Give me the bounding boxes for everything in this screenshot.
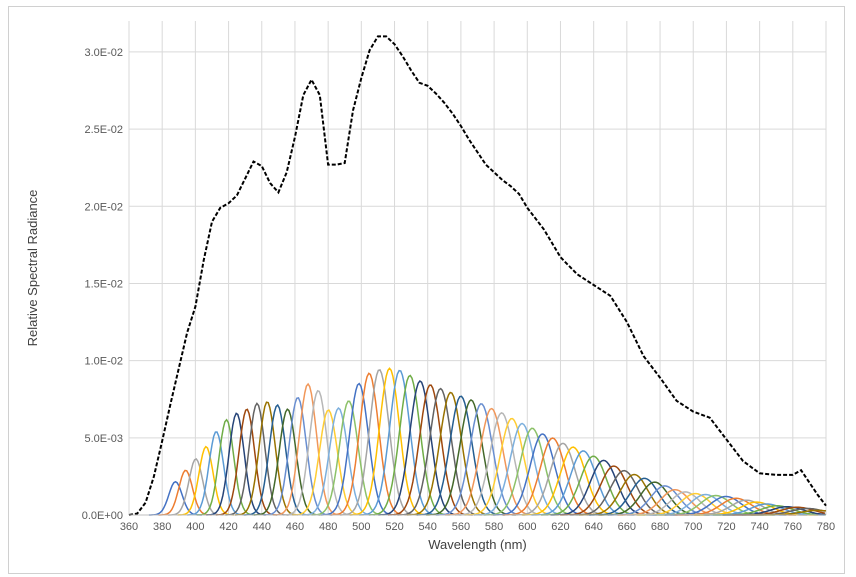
narrowband-curve bbox=[531, 450, 635, 516]
narrowband-curve bbox=[483, 427, 580, 516]
narrowband-curve bbox=[263, 397, 332, 516]
total-spectrum-layer bbox=[128, 35, 827, 516]
narrowband-curve bbox=[378, 379, 462, 516]
narrowband-curve bbox=[282, 389, 353, 516]
narrowband-curve bbox=[244, 403, 310, 516]
narrowband-curve bbox=[416, 395, 505, 516]
narrowband-curve bbox=[387, 384, 473, 516]
total-spectrum-line bbox=[128, 35, 827, 516]
narrowband-curve bbox=[349, 367, 430, 516]
y-tick-label: 1.0E-02 bbox=[84, 356, 123, 368]
x-tick-label: 540 bbox=[419, 521, 437, 533]
y-tick-label: 3.0E-02 bbox=[84, 47, 123, 59]
spectral-radiance-chart: 360 380 400 420 440 460 480 500 520 540 560 580 600 6… bbox=[25, 21, 835, 552]
x-tick-label: 420 bbox=[219, 521, 237, 533]
narrowband-curve bbox=[493, 433, 592, 516]
x-tick-label: 700 bbox=[684, 521, 702, 533]
x-tick-label: 620 bbox=[551, 521, 569, 533]
narrowband-curve bbox=[234, 401, 299, 516]
y-tick-label: 2.5E-02 bbox=[84, 124, 123, 136]
y-tick-label: 2.0E-02 bbox=[84, 201, 123, 213]
narrowband-curve bbox=[464, 417, 560, 516]
grid-layer bbox=[128, 21, 827, 515]
x-tick-label: 780 bbox=[817, 521, 835, 533]
x-tick-label: 660 bbox=[618, 521, 636, 533]
chart-frame: 360 380 400 420 440 460 480 500 520 540 560 580 600 6… bbox=[8, 6, 845, 574]
x-tick-label: 760 bbox=[784, 521, 802, 533]
y-tick-label: 1.5E-02 bbox=[84, 278, 123, 290]
narrowband-curve bbox=[330, 372, 407, 516]
narrowband-curve bbox=[435, 403, 526, 516]
x-tick-label: 480 bbox=[319, 521, 337, 533]
y-tick-label: 0.0E+00 bbox=[82, 510, 123, 522]
narrowband-curve bbox=[368, 374, 451, 516]
narrowband-curve bbox=[273, 382, 342, 516]
x-axis-title: Wavelength (nm) bbox=[428, 537, 527, 552]
y-tick-labels: 0.0E+00 5.0E-03 1.0E-02 1.5E-02 2.0E-02 2.5E-… bbox=[82, 47, 123, 522]
narrowband-curve bbox=[521, 446, 624, 516]
narrowband-curve bbox=[311, 400, 385, 516]
x-tick-label: 380 bbox=[153, 521, 171, 533]
narrowband-curve bbox=[168, 458, 223, 516]
x-tick-label: 560 bbox=[452, 521, 470, 533]
x-tick-label: 360 bbox=[120, 521, 138, 533]
x-tick-label: 680 bbox=[651, 521, 669, 533]
y-axis-title: Relative Spectral Radiance bbox=[25, 190, 40, 347]
narrowband-curve bbox=[407, 391, 494, 516]
narrowband-curve bbox=[254, 408, 321, 516]
narrowband-curve bbox=[158, 469, 212, 516]
x-tick-label: 600 bbox=[518, 521, 536, 533]
x-tick-label: 500 bbox=[352, 521, 370, 533]
narrowband-curve bbox=[397, 387, 483, 516]
x-tick-labels: 360 380 400 420 440 460 480 500 520 540 560 580 600 6… bbox=[120, 521, 835, 533]
narrowband-curve bbox=[359, 369, 439, 516]
x-tick-label: 460 bbox=[286, 521, 304, 533]
narrowband-curve bbox=[340, 368, 419, 516]
x-tick-label: 740 bbox=[750, 521, 768, 533]
x-tick-label: 580 bbox=[485, 521, 503, 533]
narrowband-curve bbox=[512, 442, 612, 516]
y-tick-label: 5.0E-03 bbox=[84, 433, 123, 445]
x-tick-label: 640 bbox=[584, 521, 602, 533]
narrowband-curve bbox=[196, 418, 255, 516]
x-tick-label: 520 bbox=[385, 521, 403, 533]
narrowband-curve bbox=[225, 402, 289, 516]
x-tick-label: 440 bbox=[253, 521, 271, 533]
narrowband-curves bbox=[148, 367, 827, 516]
narrowband-curve bbox=[215, 408, 278, 516]
narrowband-curve bbox=[502, 437, 603, 516]
x-tick-label: 400 bbox=[186, 521, 204, 533]
x-tick-label: 720 bbox=[717, 521, 735, 533]
